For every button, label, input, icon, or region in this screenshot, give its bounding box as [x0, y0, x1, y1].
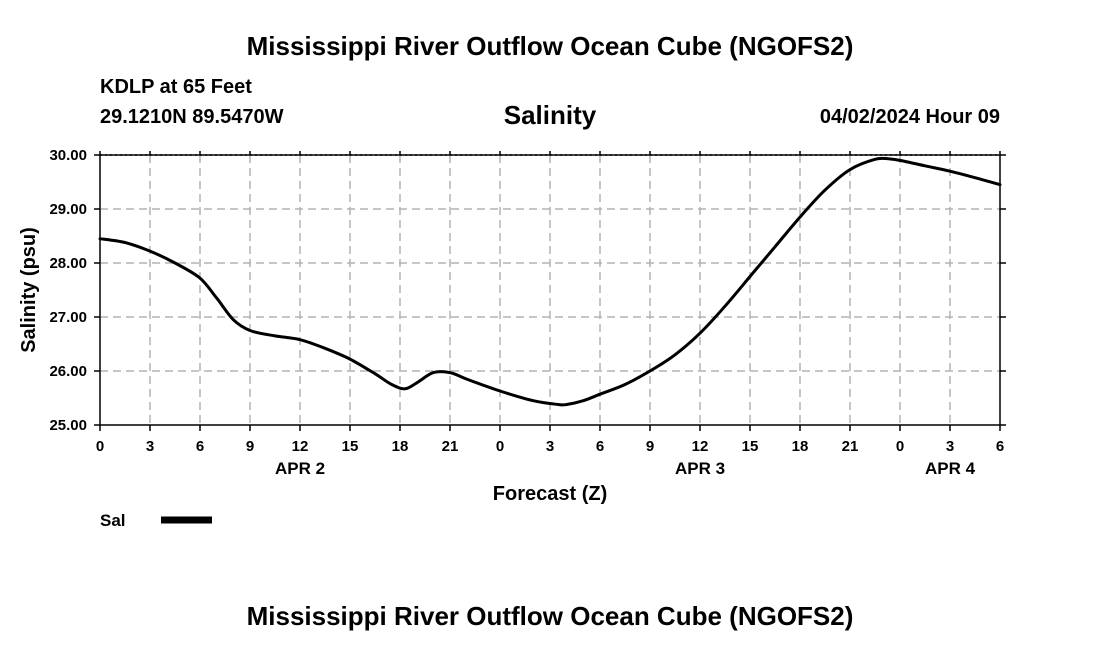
x-tick-label: 6 — [596, 438, 604, 455]
x-tick-label: 15 — [342, 438, 359, 455]
axis-labels: 0 3 6 9 12 15 18 21 0 3 6 9 12 15 18 21 0 3 6 25.00 26.00 27.… — [49, 147, 1004, 478]
x-axis-title: Forecast (Z) — [493, 483, 607, 505]
date-label: APR 4 — [925, 459, 976, 478]
x-tick-label: 21 — [842, 438, 859, 455]
x-tick-label: 0 — [496, 438, 504, 455]
series-line-sal — [98, 156, 1002, 407]
x-tick-label: 3 — [546, 438, 554, 455]
x-tick-label: 6 — [996, 438, 1004, 455]
y-tick-label: 27.00 — [49, 309, 87, 326]
date-label: APR 3 — [675, 459, 725, 478]
forecast-run-time: 04/02/2024 Hour 09 — [819, 106, 1000, 128]
y-tick-label: 29.00 — [49, 201, 87, 218]
x-tick-label: 6 — [196, 438, 204, 455]
grid-lines — [100, 154, 1000, 425]
x-tick-label: 18 — [792, 438, 809, 455]
y-tick-label: 28.00 — [49, 255, 87, 272]
legend-label: Sal — [100, 511, 126, 530]
chart-title: Salinity — [504, 100, 597, 130]
figure-title-bottom: Mississippi River Outflow Ocean Cube (NG… — [246, 601, 854, 631]
x-tick-label: 0 — [896, 438, 904, 455]
x-tick-label: 0 — [96, 438, 104, 455]
station-name: KDLP at 65 Feet — [100, 76, 252, 98]
y-axis-title: Salinity (psu) — [18, 227, 40, 353]
x-tick-label: 3 — [146, 438, 154, 455]
x-tick-label: 12 — [292, 438, 309, 455]
x-tick-label: 12 — [692, 438, 709, 455]
x-tick-label: 15 — [742, 438, 759, 455]
y-tick-label: 30.00 — [49, 147, 87, 164]
x-tick-label: 9 — [246, 438, 254, 455]
x-tick-label: 3 — [946, 438, 954, 455]
figure-title-top: Mississippi River Outflow Ocean Cube (NG… — [246, 31, 854, 61]
axis-ticks — [94, 151, 1006, 431]
y-tick-label: 25.00 — [49, 417, 87, 434]
date-label: APR 2 — [275, 459, 325, 478]
station-coordinates: 29.1210N 89.5470W — [100, 106, 284, 128]
x-tick-label: 18 — [392, 438, 409, 455]
y-tick-label: 26.00 — [49, 363, 87, 380]
x-tick-label: 9 — [646, 438, 654, 455]
x-tick-label: 21 — [442, 438, 459, 455]
